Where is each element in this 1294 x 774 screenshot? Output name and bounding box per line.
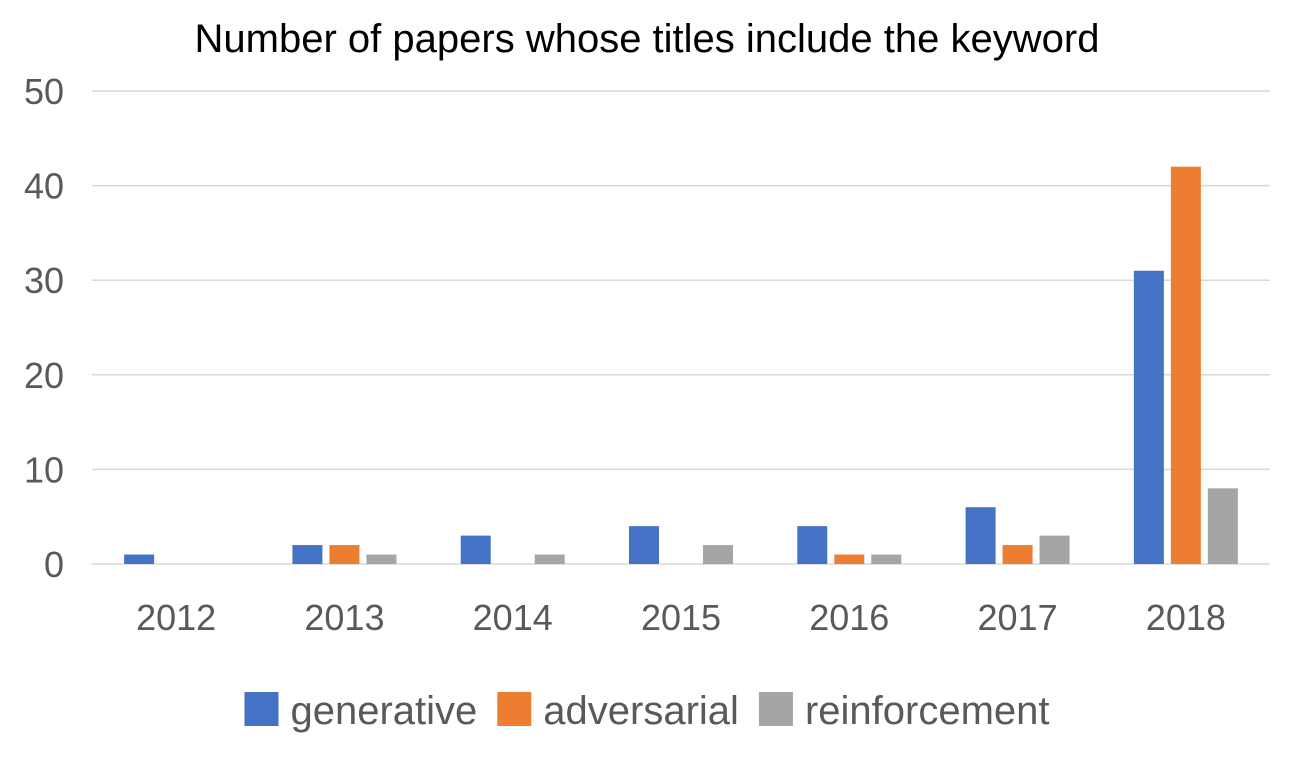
bar-adversarial-2017 (1002, 545, 1033, 564)
legend-swatch (244, 692, 279, 726)
bar-generative-2018 (1133, 270, 1164, 564)
bar-adversarial-2013 (329, 545, 360, 564)
y-tick-label: 30 (24, 260, 64, 301)
y-tick-label: 40 (24, 166, 64, 207)
bar-generative-2016 (797, 526, 828, 564)
bar-adversarial-2018 (1170, 166, 1201, 564)
bar-generative-2017 (965, 507, 996, 564)
x-tick-label: 2013 (304, 597, 384, 638)
legend-item-generative: generative (244, 689, 477, 733)
bar-reinforcement-2018 (1207, 488, 1238, 564)
legend-label: generative (290, 689, 477, 733)
gridlines (92, 90, 1270, 565)
x-tick-label: 2017 (978, 597, 1058, 638)
bars (124, 166, 1238, 564)
y-tick-label: 50 (24, 71, 64, 112)
bar-reinforcement-2015 (703, 545, 733, 564)
legend-item-adversarial: adversarial (497, 689, 739, 733)
legend-swatch (758, 692, 793, 726)
x-tick-label: 2016 (809, 597, 889, 638)
bar-reinforcement-2013 (366, 554, 397, 564)
bar-generative-2015 (629, 526, 659, 564)
bar-reinforcement-2016 (871, 554, 902, 564)
bar-reinforcement-2014 (534, 554, 565, 564)
legend-label: adversarial (543, 689, 739, 733)
x-axis-ticks: 2012 2013 2014 2015 2016 2017 2018 (136, 597, 1226, 638)
y-tick-label: 0 (44, 544, 64, 585)
x-tick-label: 2015 (641, 597, 721, 638)
legend-item-reinforcement: reinforcement (758, 689, 1050, 733)
legend: generative adversarial reinforcement (244, 689, 1050, 733)
bar-generative-2013 (292, 545, 323, 564)
x-tick-label: 2012 (136, 597, 216, 638)
x-tick-label: 2018 (1146, 597, 1226, 638)
y-tick-label: 20 (24, 355, 64, 396)
legend-swatch (497, 692, 532, 726)
y-axis-ticks: 0 10 20 30 40 50 (24, 71, 64, 585)
y-tick-label: 10 (24, 449, 64, 490)
bar-reinforcement-2017 (1039, 535, 1070, 564)
bar-generative-2012 (124, 554, 155, 564)
legend-label: reinforcement (805, 689, 1050, 733)
bar-adversarial-2016 (834, 554, 865, 564)
x-tick-label: 2014 (473, 597, 553, 638)
bar-generative-2014 (460, 535, 491, 564)
chart-title: Number of papers whose titles include th… (195, 17, 1100, 61)
